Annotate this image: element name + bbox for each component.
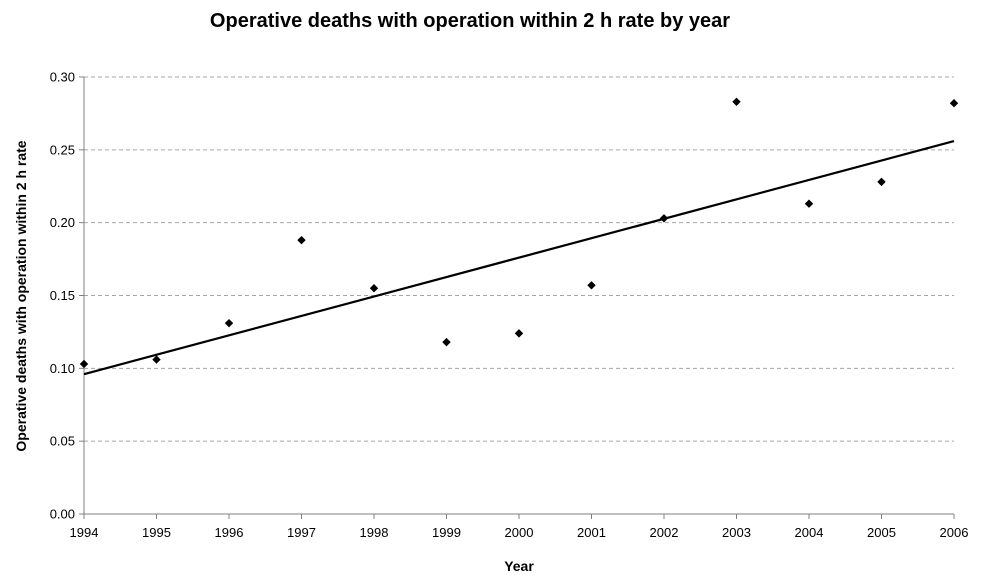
x-tick-label: 1994 — [70, 525, 99, 540]
x-tick-labels: 1994 1995 1996 1997 1998 1999 2000 2001 2002 2003… — [70, 514, 969, 540]
data-point — [79, 359, 89, 369]
x-tick-label: 1996 — [215, 525, 244, 540]
y-tick-label: 0.15 — [50, 288, 75, 303]
y-tick-label: 0.25 — [50, 142, 75, 157]
x-tick-label: 2006 — [940, 525, 969, 540]
data-point — [152, 355, 161, 364]
data-point — [877, 177, 886, 187]
x-tick-label: 2001 — [577, 525, 606, 540]
x-tick-label: 1998 — [360, 525, 389, 540]
data-point — [659, 214, 669, 223]
data-point — [442, 337, 451, 347]
x-tick-label: 1995 — [142, 525, 171, 540]
x-tick-label: 2005 — [867, 525, 896, 540]
data-points — [79, 97, 959, 369]
x-tick-label: 2002 — [650, 525, 679, 540]
y-tick-label: 0.05 — [50, 434, 75, 449]
data-point — [949, 99, 959, 108]
data-point — [804, 199, 814, 208]
data-point — [514, 329, 524, 338]
data-point — [369, 284, 379, 293]
y-tick-label: 0.20 — [50, 215, 75, 230]
x-tick-label: 1999 — [432, 525, 461, 540]
y-tick-label: 0.10 — [50, 361, 75, 376]
trend-line — [83, 140, 955, 376]
data-point — [224, 318, 234, 328]
x-tick-label: 2004 — [795, 525, 824, 540]
gridlines — [84, 76, 954, 442]
y-tick-labels: 0.00 0.05 0.10 0.15 0.20 0.25 0.30 — [50, 70, 84, 522]
data-point — [297, 235, 306, 245]
data-point — [732, 97, 741, 106]
y-axis-label: Operative deaths with operation within 2… — [13, 140, 29, 451]
y-tick-label: 0.00 — [50, 507, 75, 522]
x-tick-label: 1997 — [287, 525, 316, 540]
data-point — [587, 281, 596, 290]
chart-title: Operative deaths with operation within 2… — [210, 10, 730, 32]
x-axis-label: Year — [504, 558, 534, 574]
x-tick-label: 2003 — [722, 525, 751, 540]
x-tick-label: 2000 — [505, 525, 534, 540]
y-tick-label: 0.30 — [50, 70, 75, 85]
